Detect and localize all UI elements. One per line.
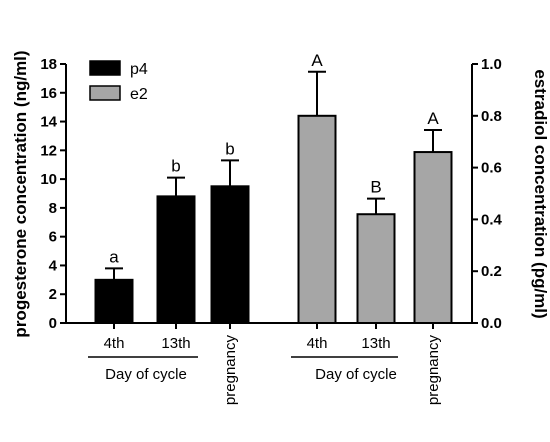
category-label: pregnancy [222,335,239,406]
bar-e2-13th [356,213,396,324]
bar-p4-4th [94,278,134,325]
bar-p4-pregnancy [210,185,250,324]
right-tick-label: 0.8 [481,108,502,125]
bar-e2-4th [297,114,337,324]
significance-label: A [427,109,439,128]
category-label: pregnancy [425,335,442,406]
left-tick-label: 14 [40,114,57,131]
chart-marks: 0 2 4 6 8 10 12 14 16 18 0.0 0.2 0.4 0.6 0.8 1.0 a 4th b 13… [40,51,502,405]
left-tick-label: 18 [40,56,57,73]
left-tick-label: 0 [49,315,57,332]
significance-label: a [109,247,119,266]
legend-swatch-p4 [89,60,121,76]
left-tick-label: 16 [40,85,57,102]
significance-label: A [311,51,323,70]
right-tick-label: 0.4 [481,211,503,228]
right-tick-label: 0.0 [481,315,502,332]
category-label: 4th [104,335,125,352]
left-tick-label: 2 [49,286,57,303]
category-label: 13th [161,335,190,352]
legend-label-e2: e2 [130,86,148,103]
category-label: 13th [361,335,390,352]
group-label-p4: Day of cycle [105,366,187,383]
left-tick-label: 12 [40,142,57,159]
right-tick-label: 1.0 [481,56,502,73]
legend-label-p4: p4 [130,61,148,78]
left-tick-label: 10 [40,171,57,188]
left-axis-title: progesterone concentration (ng/ml) [11,50,30,337]
significance-label: b [225,139,234,158]
right-tick-label: 0.6 [481,160,502,177]
right-tick-label: 0.2 [481,263,502,280]
right-axis-title: estradiol concentration (pg/ml) [531,69,550,318]
group-label-e2: Day of cycle [315,366,397,383]
significance-label: b [171,157,180,176]
legend-swatch-e2 [89,85,121,101]
significance-label: B [370,178,381,197]
bar-e2-pregnancy [413,151,453,324]
category-label: 4th [307,335,328,352]
left-tick-label: 4 [49,257,58,274]
legend: p4 e2 [89,60,148,103]
left-tick-label: 8 [49,200,57,217]
left-tick-label: 6 [49,229,57,246]
bar-p4-13th [156,195,196,324]
